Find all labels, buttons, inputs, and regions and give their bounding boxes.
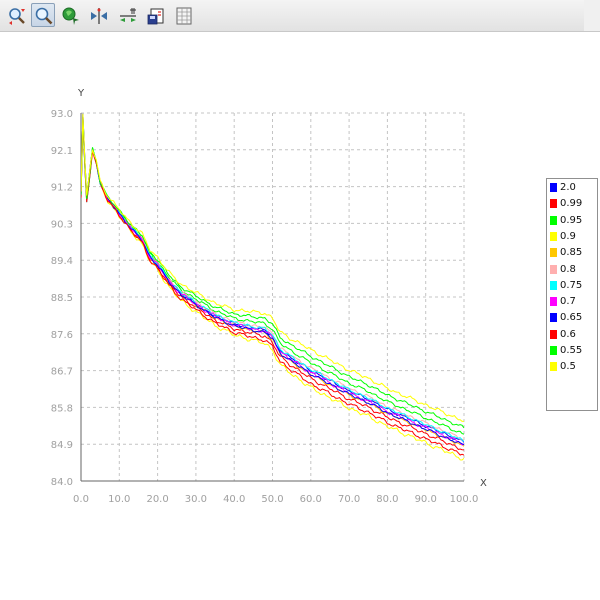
legend-label: 0.99	[560, 198, 583, 210]
axis-settings-icon	[120, 8, 136, 22]
fit-icon	[91, 8, 107, 24]
legend-label: 0.65	[560, 312, 583, 324]
y-tick-label: 86.7	[51, 367, 73, 378]
x-tick-label: 60.0	[300, 494, 322, 505]
series-line-0.95	[81, 113, 464, 435]
legend-item: 0.5	[547, 359, 597, 375]
legend-swatch	[550, 199, 557, 209]
series-line-0.55	[81, 117, 464, 429]
data-table-icon	[176, 7, 192, 25]
y-tick-label: 91.2	[51, 183, 73, 194]
y-tick-label: 88.5	[51, 293, 73, 304]
x-tick-label: 50.0	[261, 494, 283, 505]
axis-settings-button[interactable]	[115, 3, 139, 27]
y-tick-label: 89.4	[51, 256, 73, 267]
legend-item: 0.65	[547, 310, 597, 326]
legend-swatch	[550, 231, 557, 241]
legend-label: 0.5	[560, 361, 576, 373]
legend-item: 0.95	[547, 213, 597, 229]
legend-label: 0.7	[560, 296, 576, 308]
save-chart-icon	[147, 8, 164, 25]
line-chart[interactable]: 0.0 10.0 20.0 30.0 40.0 50.0 60.0 70.0 80.0 90.0 1…	[0, 31, 600, 600]
x-tick-label: 0.0	[73, 494, 89, 505]
legend-swatch	[550, 297, 557, 307]
legend-item: 0.85	[547, 245, 597, 261]
x-tick-label: 20.0	[146, 494, 168, 505]
legend-item: 2.0	[547, 180, 597, 196]
zoom-button[interactable]	[31, 3, 55, 27]
legend-swatch	[550, 280, 557, 290]
legend-swatch	[550, 248, 557, 258]
zoom-icon	[35, 7, 53, 25]
series-line-0.6	[81, 120, 464, 456]
legend-item: 0.7	[547, 294, 597, 310]
legend-label: 0.85	[560, 247, 583, 259]
y-tick-label: 92.1	[51, 146, 73, 157]
y-axis-label: Y	[77, 88, 85, 99]
legend-item: 0.6	[547, 327, 597, 343]
y-tick-label: 85.8	[51, 403, 73, 414]
legend-swatch	[550, 264, 557, 274]
legend-swatch	[550, 313, 557, 323]
x-tick-label: 100.0	[450, 494, 479, 505]
pan-button[interactable]	[58, 3, 82, 27]
legend-swatch	[550, 183, 557, 192]
legend-item: 0.99	[547, 196, 597, 212]
legend-label: 2.0	[560, 182, 576, 193]
legend: 2.0 0.99 0.95 0.9 0.85 0.8 0.75 0.7 0.65 0.6 0.55 0…	[546, 178, 598, 411]
legend-label: 0.55	[560, 345, 583, 356]
x-axis-label: X	[480, 478, 487, 489]
legend-label: 0.75	[560, 279, 583, 291]
toolbar-edge	[584, 0, 600, 32]
legend-item: 0.8	[547, 262, 597, 278]
legend-label: 0.95	[560, 214, 583, 226]
legend-label: 0.9	[560, 230, 576, 242]
zoom-in-icon	[9, 8, 25, 25]
toolbar	[0, 0, 584, 32]
zoom-in-button[interactable]	[4, 3, 28, 27]
legend-item: 0.9	[547, 229, 597, 245]
x-tick-label: 30.0	[185, 494, 207, 505]
legend-swatch	[550, 362, 557, 372]
legend-label: 0.6	[560, 328, 576, 340]
x-tick-label: 10.0	[108, 494, 130, 505]
y-tick-label: 90.3	[51, 219, 73, 230]
y-tick-label: 93.0	[51, 109, 73, 120]
legend-swatch	[550, 215, 557, 225]
fit-button[interactable]	[86, 3, 110, 27]
series-line-0.65	[81, 113, 464, 446]
y-tick-label: 84.9	[51, 440, 73, 451]
y-tick-label: 87.6	[51, 330, 73, 341]
series-line-0.5	[81, 113, 464, 422]
legend-label: 0.8	[560, 263, 576, 275]
legend-item: 0.55	[547, 343, 597, 359]
data-table-button[interactable]	[171, 3, 195, 27]
x-tick-label: 90.0	[415, 494, 437, 505]
x-tick-label: 40.0	[223, 494, 245, 505]
x-tick-label: 70.0	[338, 494, 360, 505]
legend-swatch	[550, 346, 557, 355]
y-tick-label: 84.0	[51, 477, 73, 488]
legend-swatch	[550, 329, 557, 339]
x-tick-label: 80.0	[376, 494, 398, 505]
legend-item: 0.75	[547, 278, 597, 294]
save-chart-button[interactable]	[143, 3, 167, 27]
pan-icon	[62, 7, 79, 25]
